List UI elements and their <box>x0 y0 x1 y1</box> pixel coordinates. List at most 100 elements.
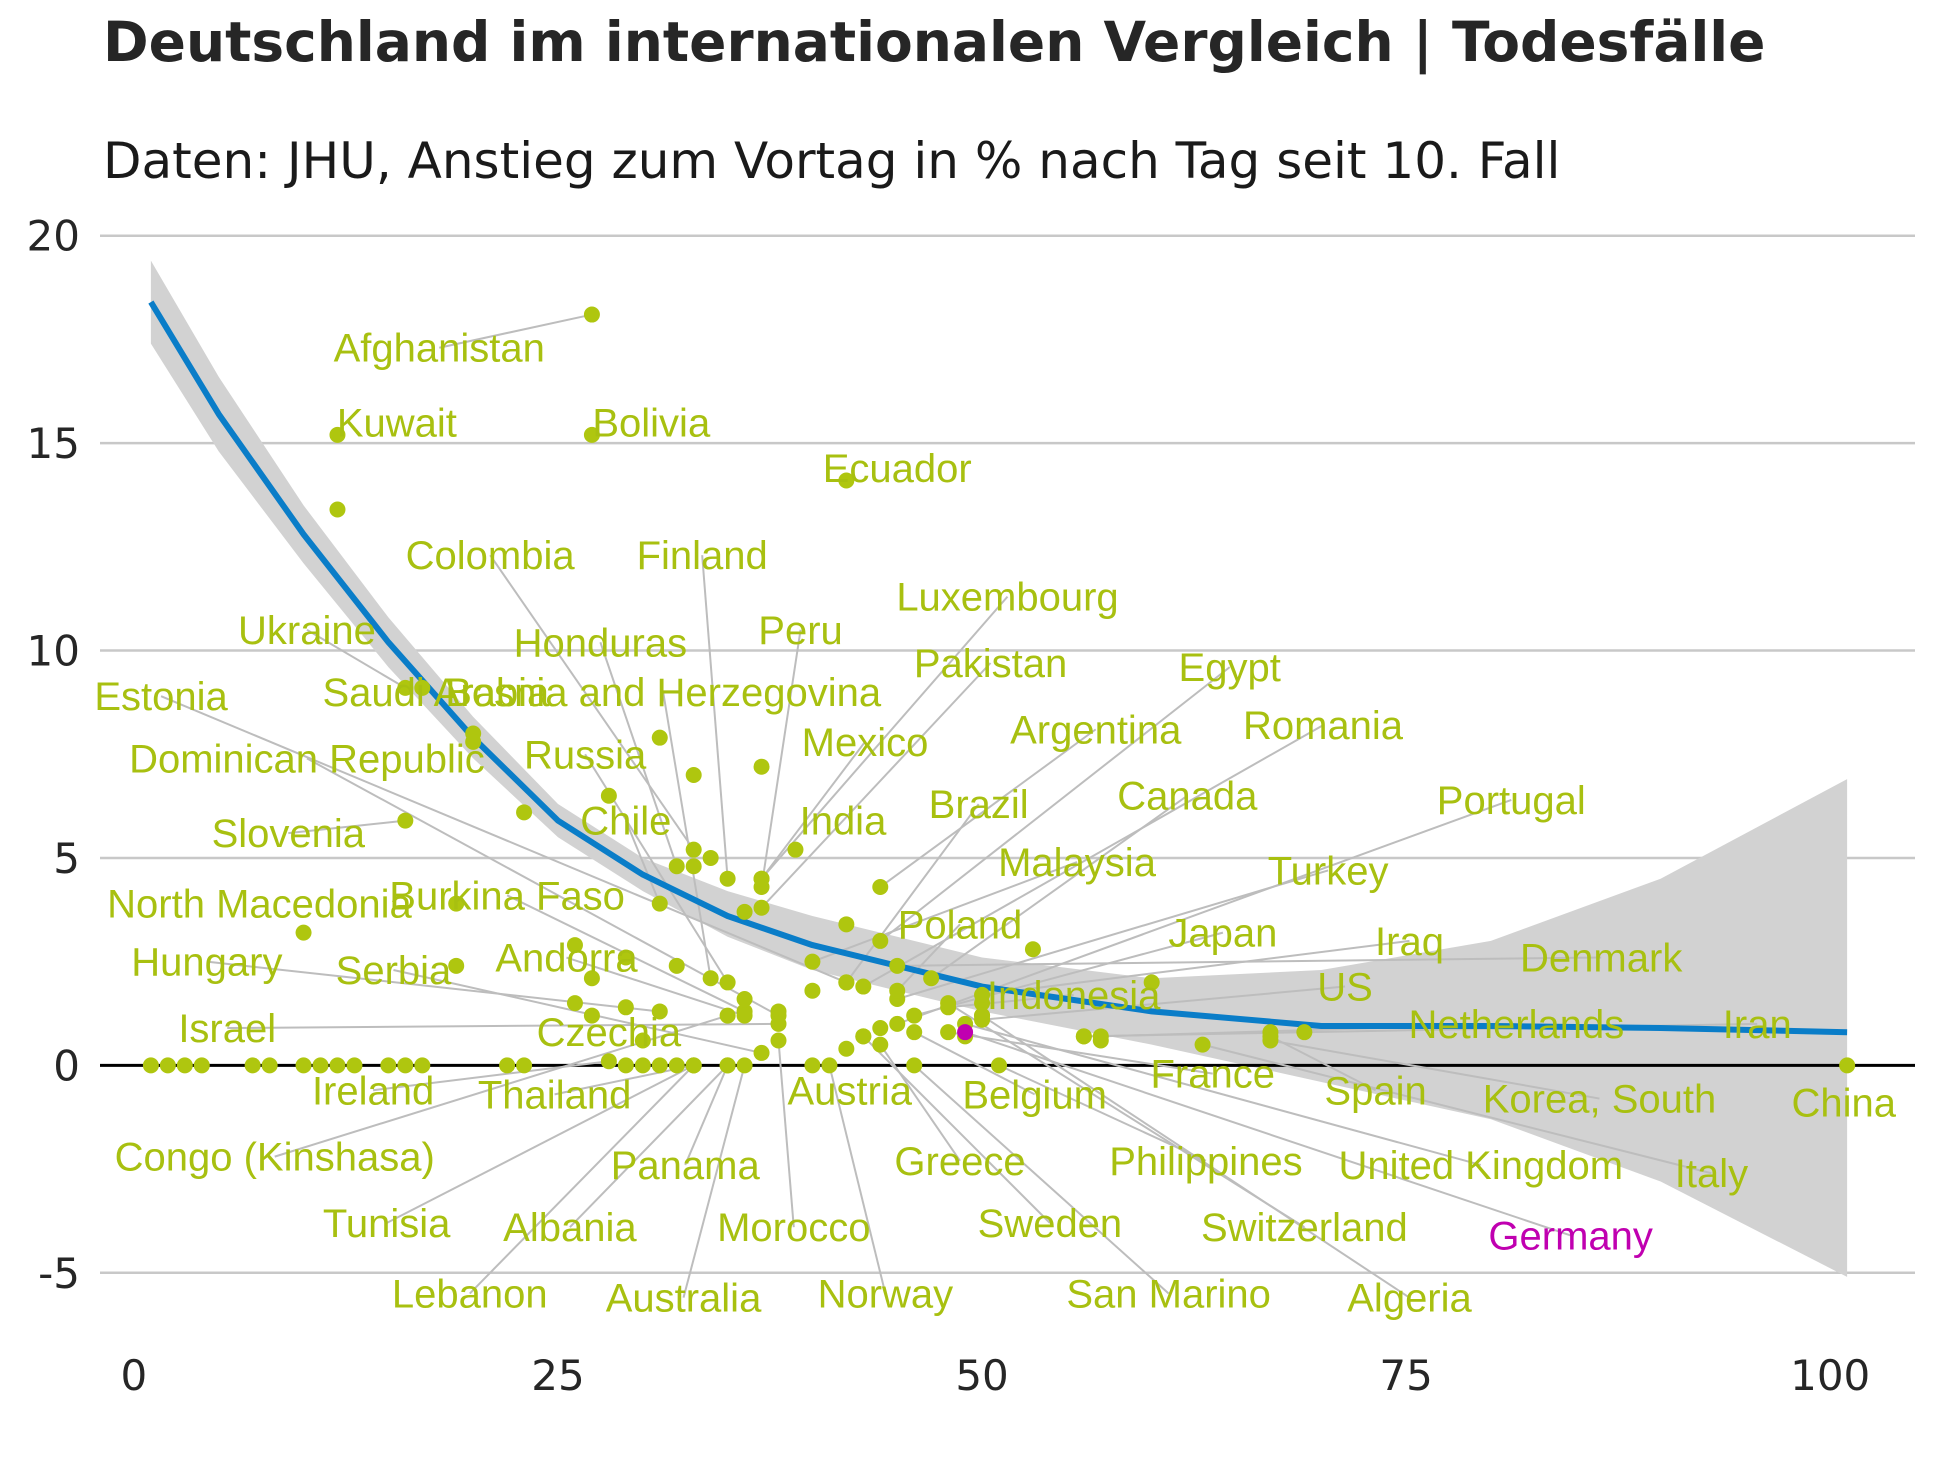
data-point <box>634 1032 651 1049</box>
country-label: Thailand <box>478 1073 631 1117</box>
data-point <box>668 957 685 974</box>
country-label: Russia <box>524 733 647 777</box>
data-point <box>753 1044 770 1061</box>
data-point <box>736 903 753 920</box>
data-point <box>838 974 855 991</box>
country-label: Pakistan <box>914 642 1067 686</box>
country-label: Finland <box>637 534 768 578</box>
x-tick-label: 50 <box>955 1351 1008 1400</box>
data-point <box>770 1015 787 1032</box>
country-label: Dominican Republic <box>129 737 485 781</box>
data-point <box>923 970 940 987</box>
data-point <box>668 858 685 875</box>
country-label: Poland <box>898 903 1023 947</box>
leader-line <box>439 313 593 349</box>
country-label: Serbia <box>336 949 452 993</box>
leader-line <box>964 1031 1571 1237</box>
leader-line <box>274 1014 728 1158</box>
leader-line <box>1202 1043 1712 1175</box>
leader-line <box>913 1031 1036 1096</box>
data-point <box>176 1057 193 1074</box>
data-point <box>889 982 906 999</box>
data-point <box>719 870 736 887</box>
leader-line <box>372 1060 610 1092</box>
country-label: Czechia <box>537 1011 682 1055</box>
country-label: Japan <box>1168 912 1277 956</box>
country-label: Ukraine <box>238 609 376 653</box>
country-label: Honduras <box>514 621 687 665</box>
data-point <box>872 879 889 895</box>
country-label: Spain <box>1324 1069 1426 1113</box>
x-tick-label: 100 <box>1790 1351 1870 1400</box>
country-label: Norway <box>818 1273 954 1317</box>
country-label: Belgium <box>962 1073 1107 1117</box>
leader-line <box>682 1065 746 1298</box>
leader-line <box>862 724 1324 988</box>
country-label: United Kingdom <box>1338 1144 1623 1188</box>
leader-line <box>701 555 729 879</box>
country-label: Ireland <box>312 1069 434 1113</box>
data-point <box>634 1057 651 1074</box>
data-point <box>872 1036 889 1053</box>
leader-line <box>930 794 1188 980</box>
country-label: Bosnia and Herzegovina <box>445 671 882 715</box>
data-point <box>855 978 872 995</box>
trend-line-layer <box>148 300 1848 1036</box>
country-label: San Marino <box>1066 1273 1271 1317</box>
data-point <box>414 679 431 696</box>
leader-line <box>288 819 406 835</box>
data-point <box>600 1053 617 1070</box>
data-point <box>838 472 855 489</box>
country-label: US <box>1317 966 1373 1010</box>
data-point <box>1092 1028 1109 1045</box>
leader-line <box>393 968 762 1054</box>
data-point <box>1194 1036 1211 1053</box>
leader-line <box>599 641 678 867</box>
leader-line <box>845 803 980 984</box>
data-point <box>702 849 719 866</box>
leader-line <box>760 595 1009 880</box>
data-point <box>329 1057 346 1074</box>
leader-line <box>981 985 1346 1021</box>
country-label: Colombia <box>406 534 576 578</box>
country-label: Bolivia <box>592 401 711 445</box>
country-label: North Macedonia <box>107 883 412 927</box>
leader-line <box>896 869 1329 1000</box>
data-point <box>974 1007 991 1024</box>
leader-line <box>206 960 660 1013</box>
data-point <box>1024 941 1041 958</box>
country-label: Iran <box>1723 1003 1792 1047</box>
leader-line <box>760 741 866 880</box>
country-label: Brazil <box>929 783 1029 827</box>
confidence-band <box>150 260 1848 1277</box>
country-label: Turkey <box>1268 849 1389 893</box>
country-label: Denmark <box>1520 937 1683 981</box>
leader-line <box>981 939 1410 996</box>
country-labels: Afghanistan Kuwait Bolivia Ecuador Finland Co… <box>94 327 1896 1321</box>
country-label: Panama <box>611 1144 761 1188</box>
country-label: Lebanon <box>392 1273 548 1317</box>
data-point <box>380 1057 397 1074</box>
leader-line <box>913 931 1224 1017</box>
data-point <box>499 1057 516 1074</box>
country-label: Andorra <box>495 937 638 981</box>
data-point <box>583 306 600 323</box>
data-point <box>872 1020 889 1037</box>
country-label: Argentina <box>1010 708 1182 752</box>
data-point <box>736 1057 753 1074</box>
data-point <box>753 758 770 775</box>
y-tick-label: 0 <box>53 1041 80 1090</box>
data-point <box>804 982 821 999</box>
data-point <box>397 1057 414 1074</box>
country-label: Egypt <box>1179 646 1281 690</box>
data-point <box>651 1003 668 1020</box>
leader-line <box>569 1064 729 1228</box>
data-point <box>804 1057 821 1074</box>
country-label: France <box>1150 1053 1275 1097</box>
data-point <box>787 841 804 858</box>
data-point <box>465 733 482 750</box>
data-point <box>617 949 634 966</box>
data-point <box>397 812 414 829</box>
leader-line <box>828 1065 887 1294</box>
country-label: Congo (Kinshasa) <box>115 1136 435 1180</box>
